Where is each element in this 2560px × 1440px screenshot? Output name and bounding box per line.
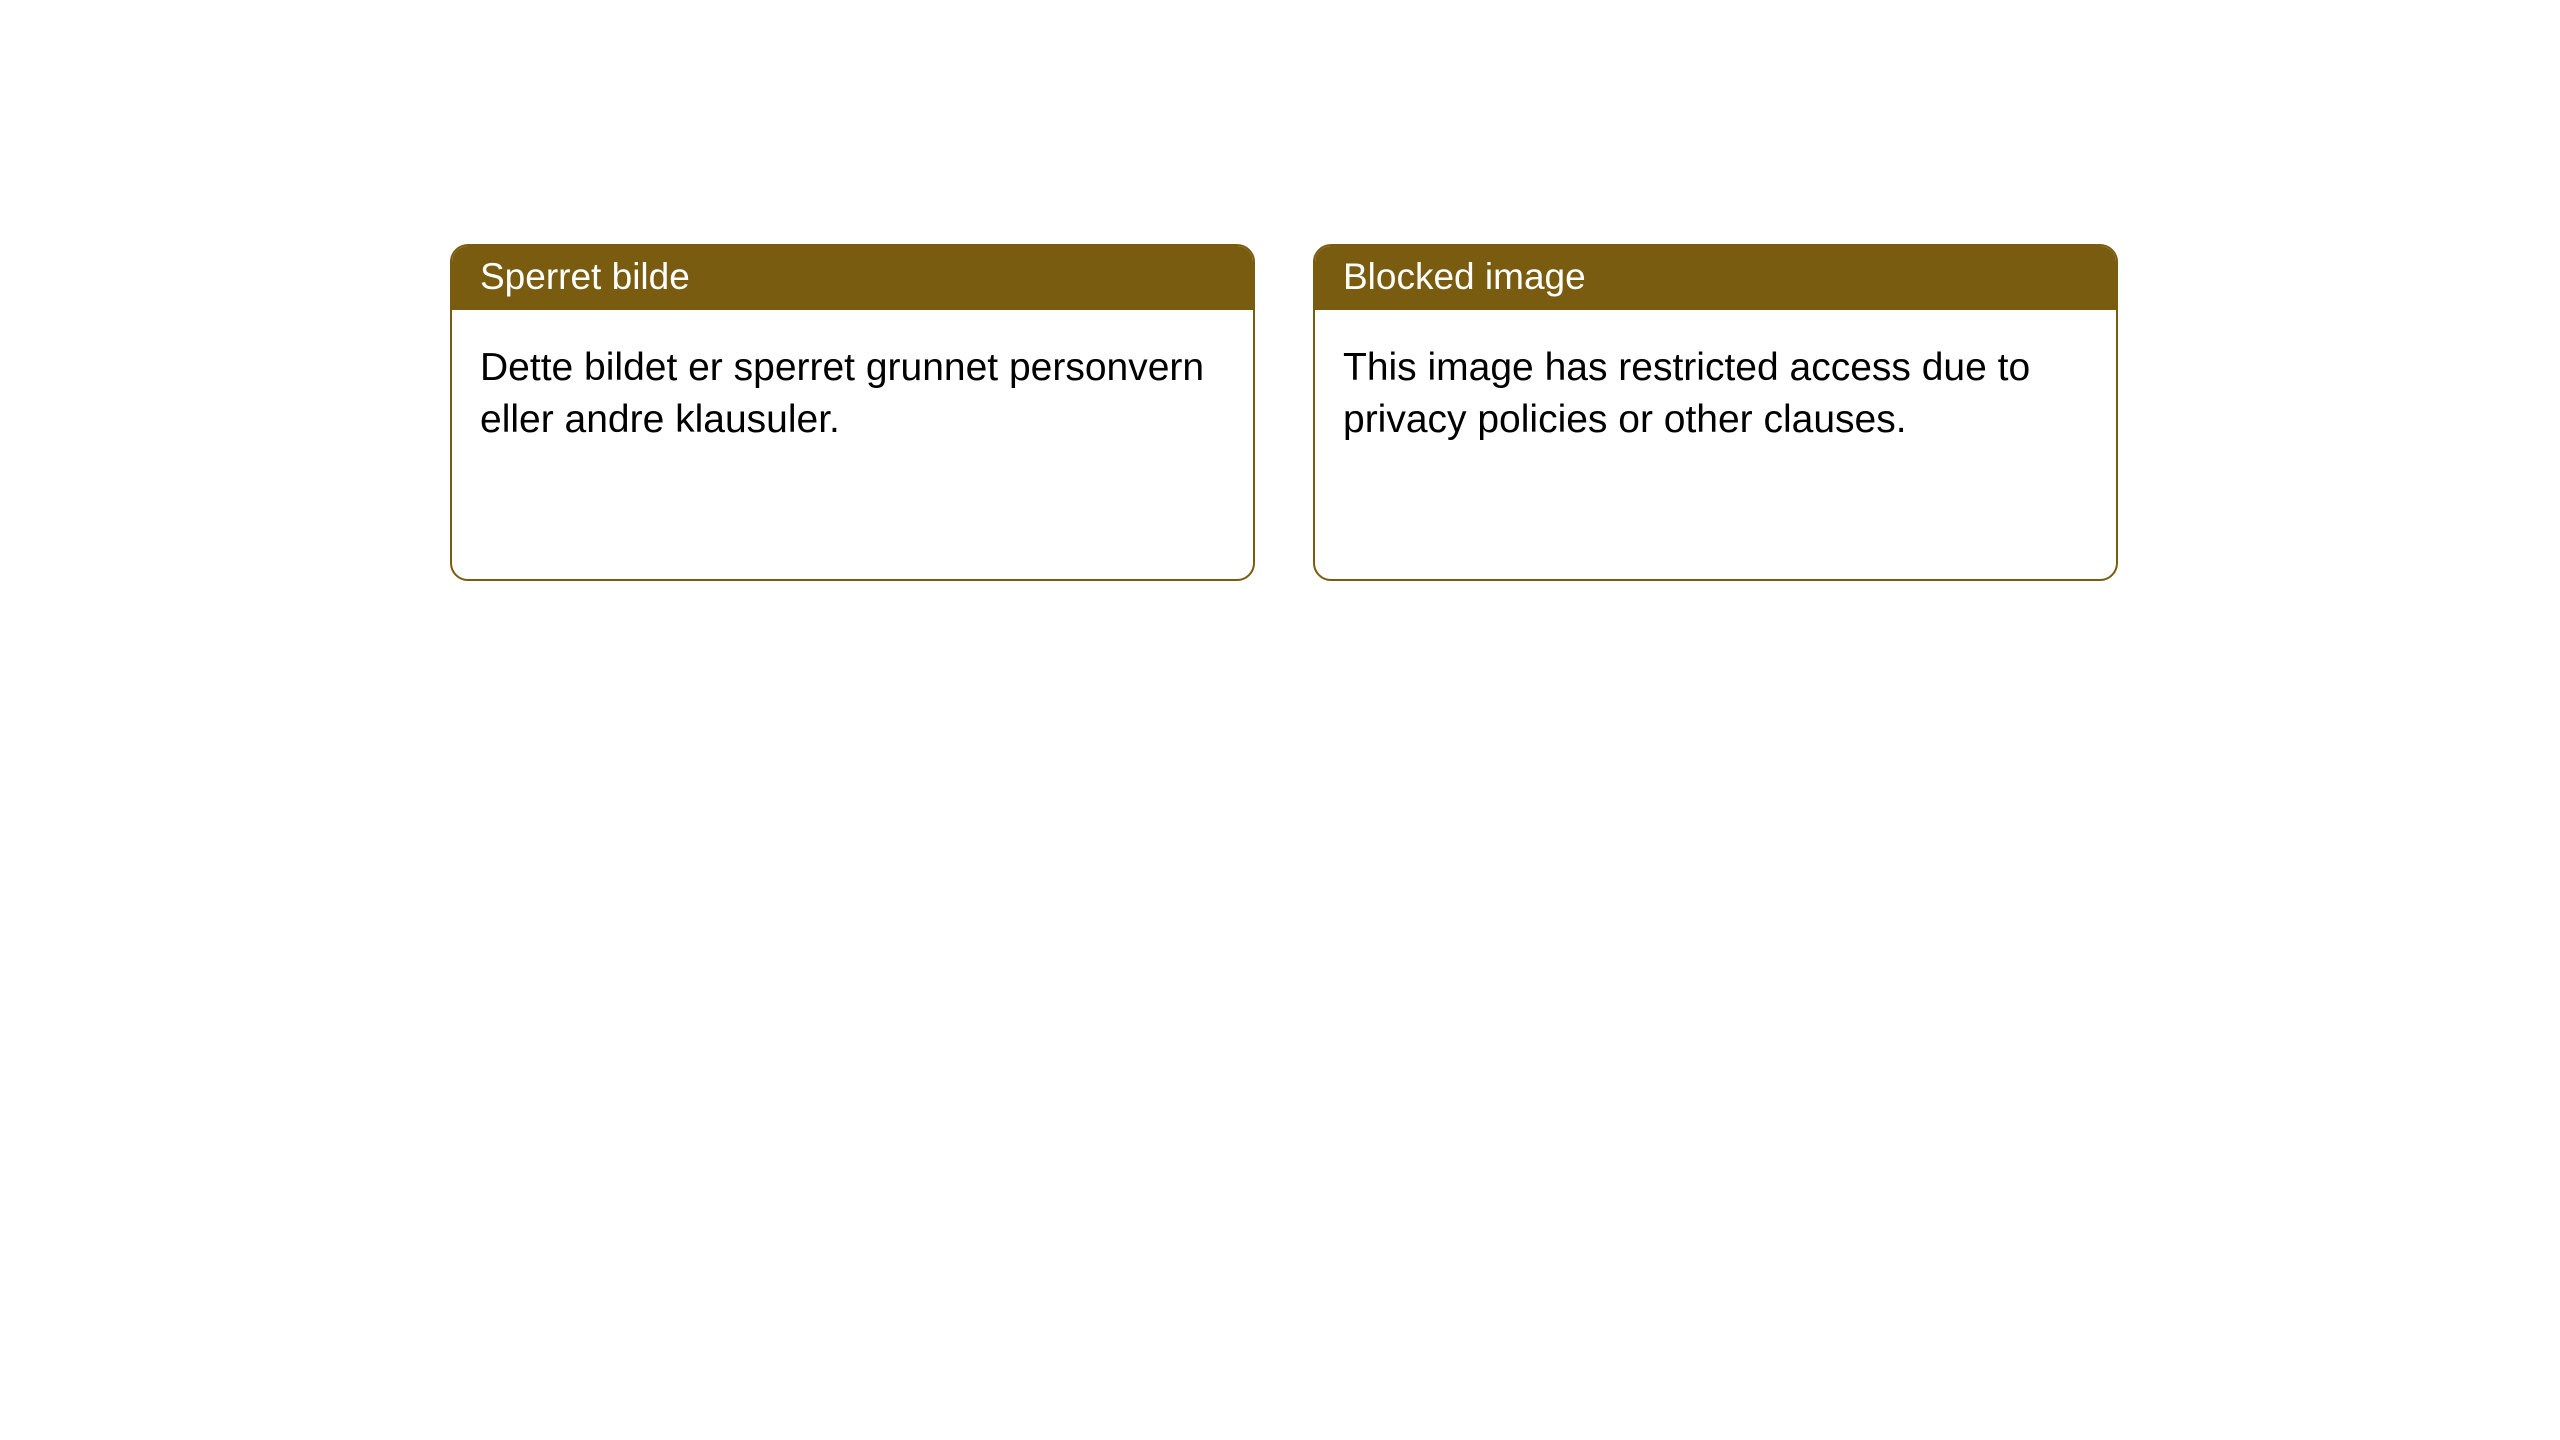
notice-title: Blocked image bbox=[1315, 246, 2116, 310]
notice-title: Sperret bilde bbox=[452, 246, 1253, 310]
notice-body: This image has restricted access due to … bbox=[1315, 310, 2116, 478]
notice-container: Sperret bilde Dette bildet er sperret gr… bbox=[0, 0, 2560, 581]
notice-body: Dette bildet er sperret grunnet personve… bbox=[452, 310, 1253, 478]
notice-card-norwegian: Sperret bilde Dette bildet er sperret gr… bbox=[450, 244, 1255, 581]
notice-card-english: Blocked image This image has restricted … bbox=[1313, 244, 2118, 581]
